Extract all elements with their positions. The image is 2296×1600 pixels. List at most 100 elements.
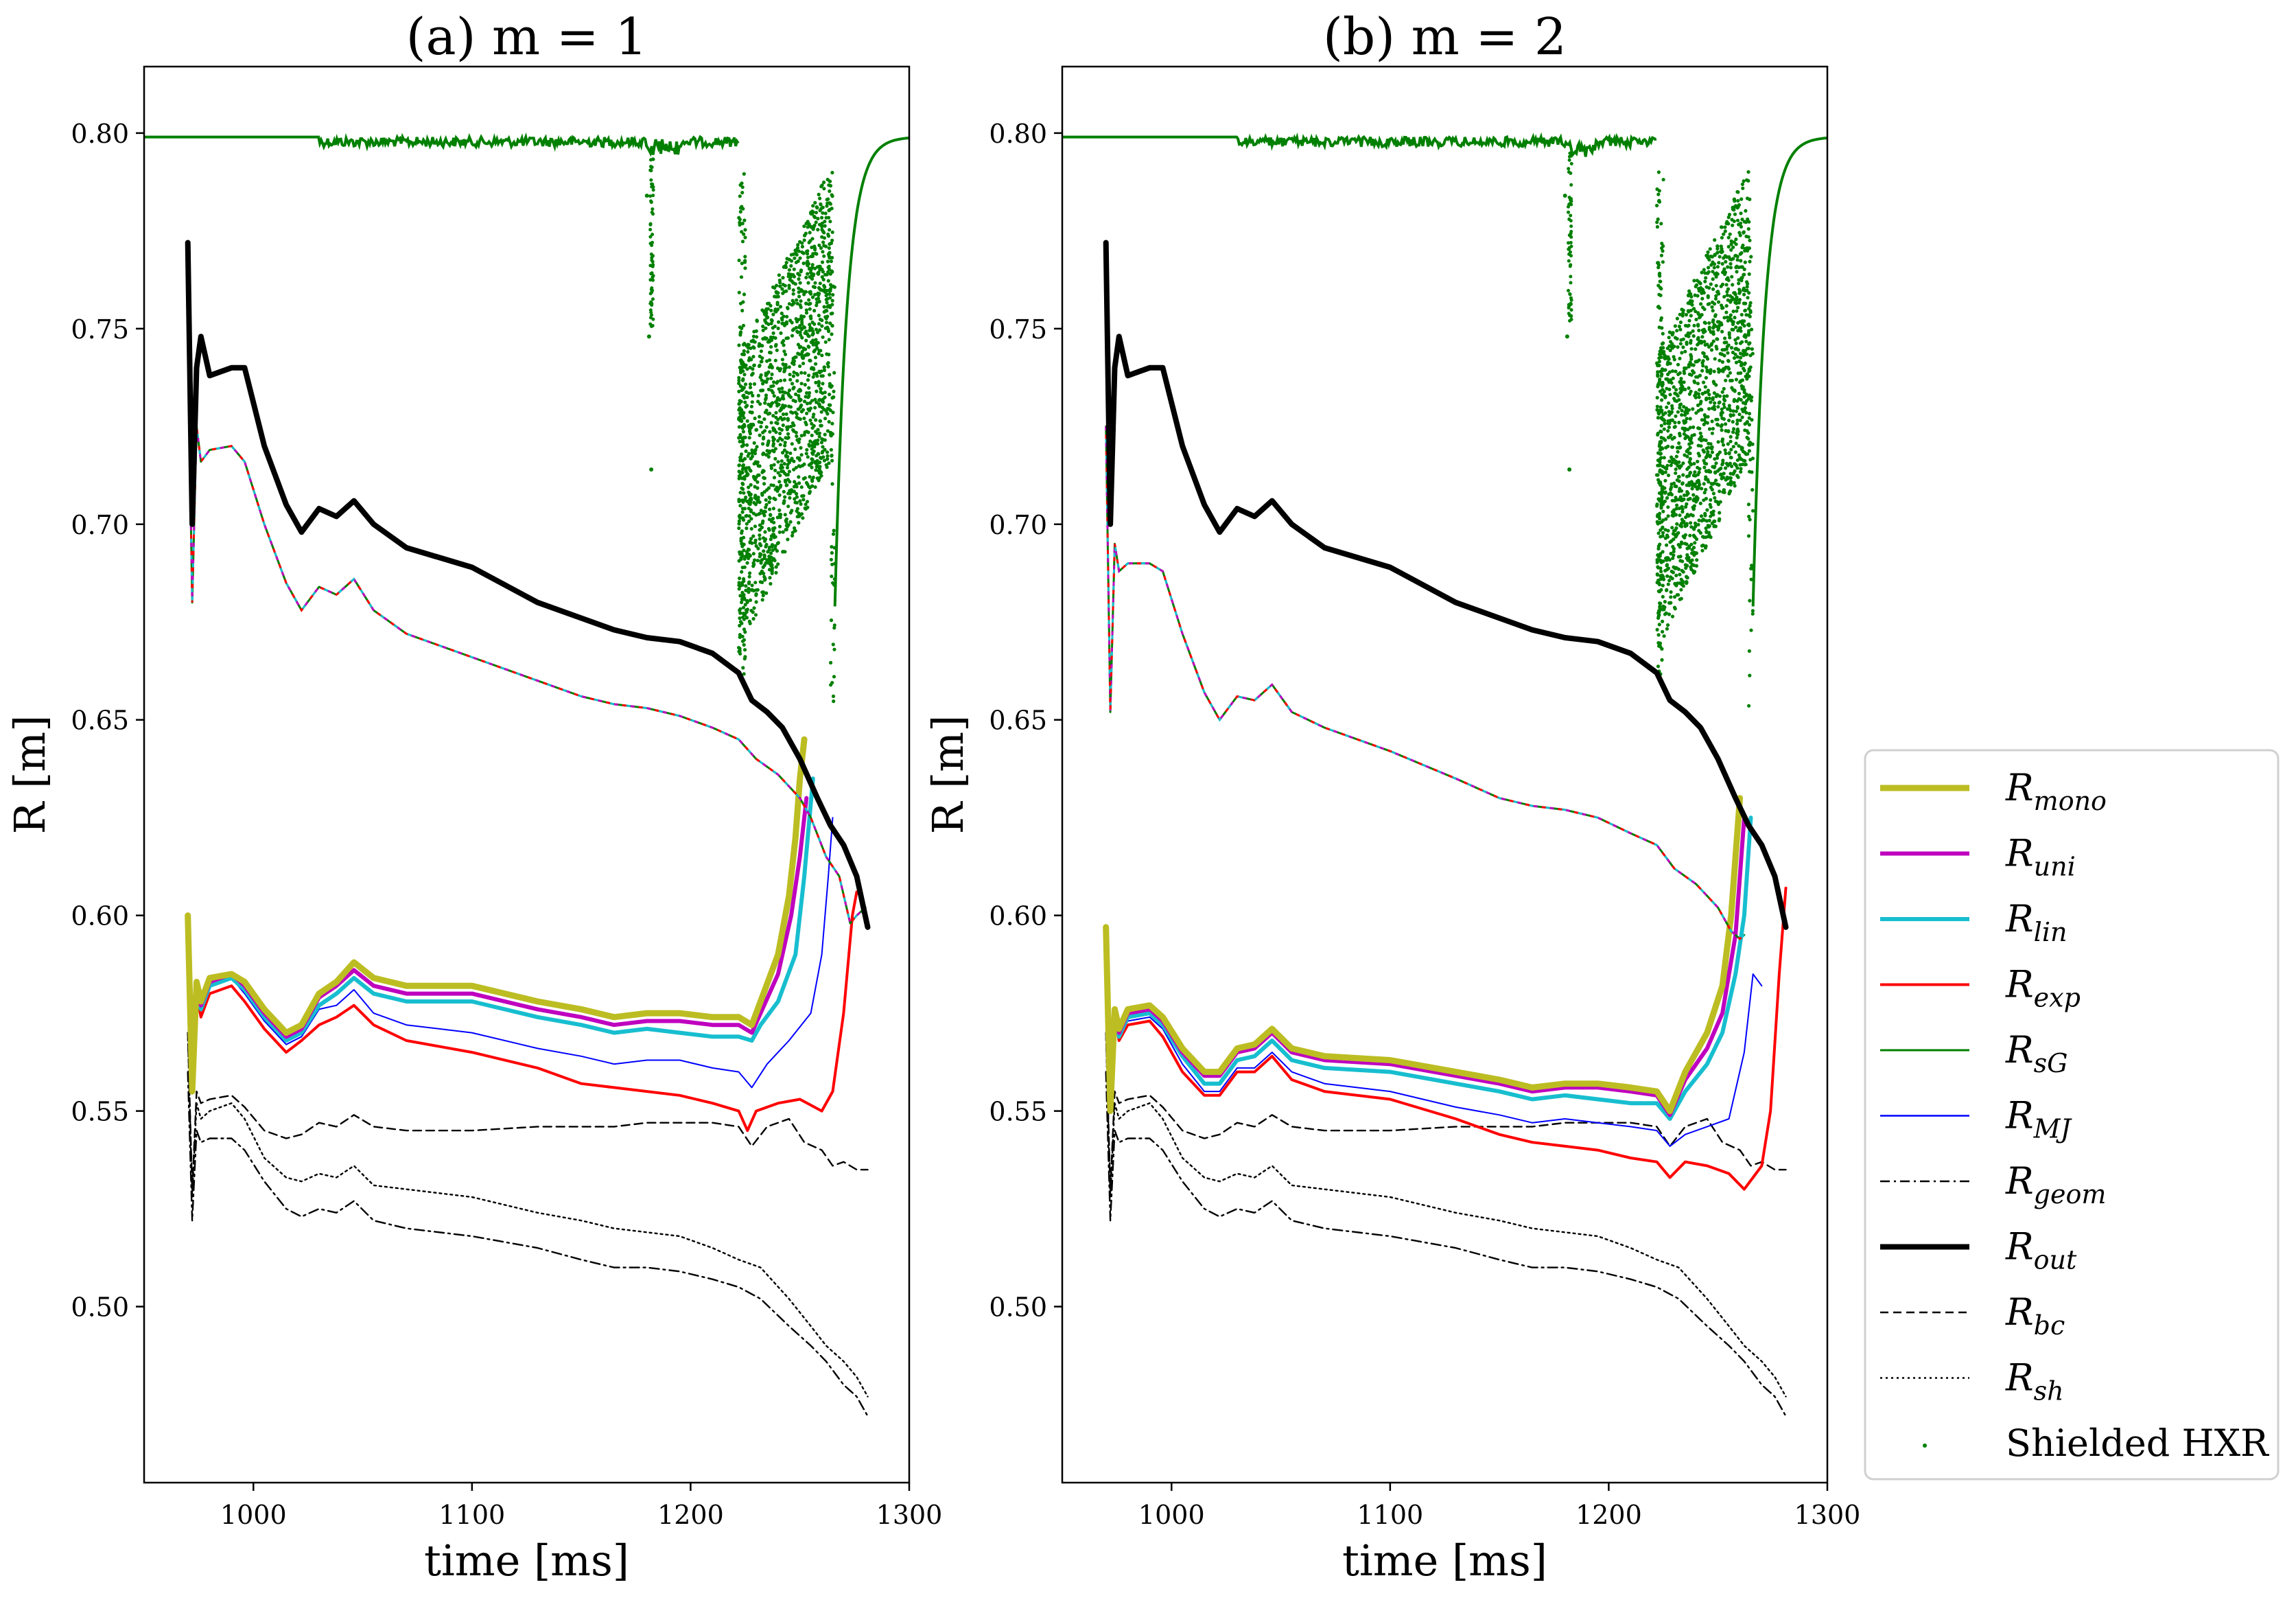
hxr-point — [1656, 192, 1661, 196]
hxr-point — [820, 324, 824, 328]
hxr-point — [1705, 508, 1709, 512]
hxr-point — [752, 363, 756, 367]
hxr-point — [775, 396, 780, 400]
hxr-point — [830, 482, 834, 486]
hxr-point — [751, 367, 755, 371]
hxr-point — [766, 439, 771, 443]
hxr-point — [830, 550, 834, 555]
hxr-point — [1713, 496, 1717, 500]
hxr-point — [790, 334, 795, 338]
hxr-point — [1702, 413, 1707, 417]
hxr-point — [1719, 424, 1723, 428]
hxr-point — [1698, 388, 1702, 392]
hxr-point — [813, 266, 817, 270]
hxr-point — [1718, 394, 1722, 398]
hxr-point — [790, 533, 795, 538]
hxr-point — [651, 194, 655, 198]
legend-entry-r-bc: Rbc — [1880, 1290, 2065, 1341]
hxr-point — [1661, 437, 1665, 441]
hxr-point — [771, 414, 775, 418]
hxr-point — [1657, 325, 1661, 329]
hxr-point — [1678, 513, 1682, 518]
hxr-point — [1673, 425, 1677, 429]
hxr-point — [801, 361, 806, 366]
hxr-point — [1748, 518, 1752, 522]
hxr-point — [1720, 235, 1724, 240]
hxr-point — [1734, 378, 1738, 382]
hxr-point — [751, 371, 755, 375]
hxr-point — [775, 366, 780, 371]
hxr-point — [1725, 475, 1729, 480]
hxr-point — [773, 336, 777, 340]
hxr-point — [1672, 553, 1676, 557]
hxr-point — [783, 443, 787, 448]
hxr-point — [1711, 277, 1715, 281]
hxr-point — [753, 416, 757, 421]
hxr-point — [1729, 299, 1733, 303]
hxr-point — [741, 439, 745, 444]
hxr-point — [820, 183, 824, 187]
hxr-point — [825, 259, 830, 264]
hxr-point — [1746, 323, 1750, 327]
hxr-point — [1685, 575, 1689, 579]
hxr-point — [778, 431, 782, 436]
hxr-point — [1739, 448, 1744, 452]
hxr-point — [799, 371, 804, 375]
hxr-point — [1666, 514, 1670, 518]
hxr-point — [1665, 405, 1669, 409]
hxr-point — [1681, 461, 1685, 465]
hxr-point — [741, 605, 746, 610]
hxr-point — [795, 456, 800, 460]
hxr-point — [794, 317, 798, 321]
hxr-point — [748, 382, 753, 386]
y-tick-label: 0.55 — [71, 1097, 129, 1127]
hxr-point — [1654, 473, 1659, 477]
hxr-point — [1567, 312, 1571, 316]
hxr-point — [1750, 442, 1755, 446]
hxr-point — [753, 613, 758, 617]
hxr-point — [756, 393, 760, 398]
legend: RmonoRuniRlinRexpRsGRMJRgeomRoutRbcRshSh… — [1864, 749, 2280, 1481]
hxr-point — [1692, 527, 1696, 531]
hxr-point — [1729, 346, 1734, 350]
hxr-point — [1694, 375, 1698, 379]
hxr-point — [797, 475, 801, 479]
hxr-point — [815, 400, 819, 404]
hxr-point — [1707, 327, 1711, 332]
hxr-point — [806, 272, 810, 276]
hxr-point — [1726, 265, 1730, 269]
hxr-point — [755, 319, 759, 323]
hxr-point — [1680, 482, 1685, 486]
hxr-point — [737, 389, 741, 394]
hxr-point — [1676, 345, 1680, 349]
hxr-point — [755, 428, 759, 432]
hxr-point — [1668, 393, 1672, 397]
hxr-point — [1694, 395, 1698, 399]
hxr-point — [747, 587, 751, 591]
hxr-point — [1661, 260, 1665, 264]
hxr-point — [807, 298, 811, 302]
hxr-point — [1713, 357, 1717, 361]
hxr-point — [737, 258, 741, 262]
hxr-point — [821, 450, 825, 454]
hxr-point — [1712, 369, 1716, 373]
hxr-point — [747, 358, 751, 362]
hxr-point — [819, 349, 823, 353]
plot-area — [144, 132, 909, 1417]
hxr-point — [787, 283, 791, 288]
hxr-point — [1750, 488, 1755, 492]
hxr-point — [775, 380, 780, 384]
hxr-point — [786, 478, 790, 482]
hxr-point — [800, 320, 804, 324]
hxr-point — [1709, 445, 1713, 450]
hxr-point — [1670, 455, 1674, 459]
hxr-point — [804, 420, 808, 424]
hxr-point — [1749, 255, 1753, 259]
hxr-point — [799, 434, 804, 438]
hxr-point — [1690, 548, 1694, 552]
hxr-point — [1674, 369, 1678, 373]
hxr-point — [745, 419, 749, 424]
hxr-point — [800, 241, 804, 245]
hxr-point — [1659, 535, 1663, 539]
hxr-point — [767, 411, 772, 415]
